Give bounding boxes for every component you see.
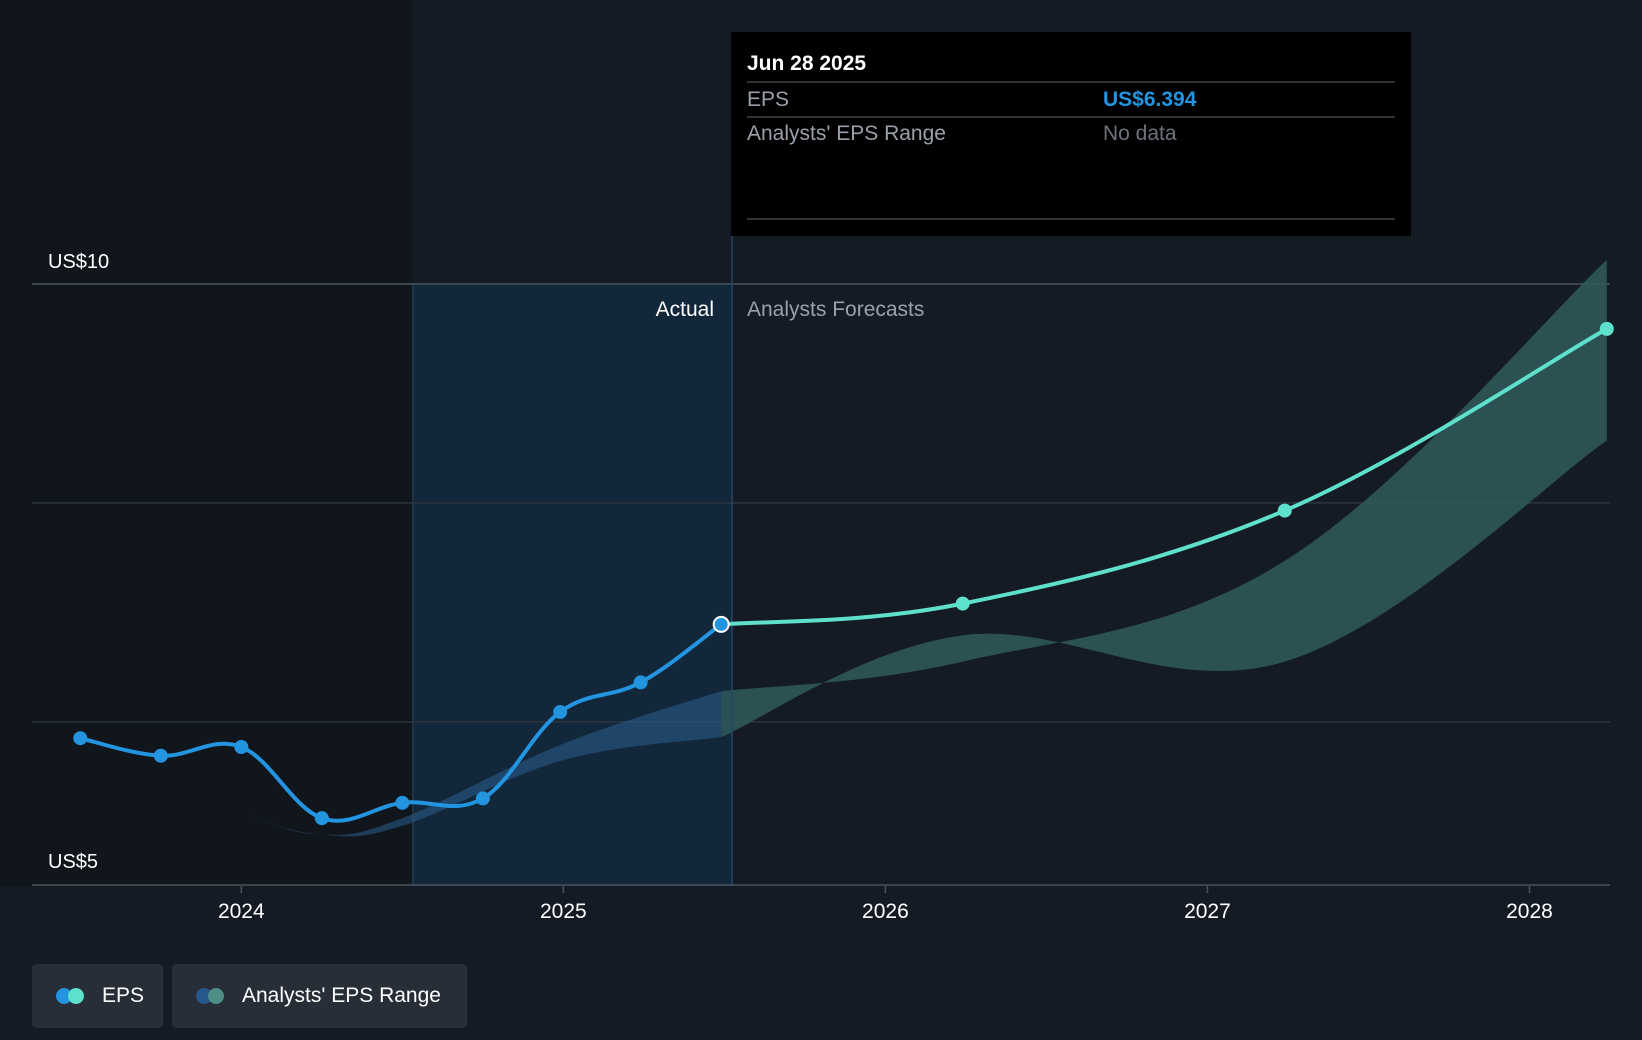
x-tick-label: 2025	[540, 900, 587, 923]
eps-point-actual[interactable]	[475, 791, 490, 806]
legend-analysts-range[interactable]: Analysts' EPS Range	[172, 964, 467, 1028]
actual-label: Actual	[656, 298, 714, 321]
eps-point-forecast[interactable]	[1599, 321, 1614, 336]
eps-point-current[interactable]	[712, 615, 730, 633]
tooltip-date: Jun 28 2025	[747, 52, 866, 75]
x-tick-label: 2027	[1184, 900, 1231, 923]
analysts-eps-range-band-forecast	[721, 259, 1607, 738]
eps-point-actual[interactable]	[395, 795, 410, 810]
y-label-bottom: US$5	[48, 851, 98, 873]
eps-point-actual[interactable]	[234, 739, 249, 754]
legend-range-label: Analysts' EPS Range	[242, 984, 441, 1007]
tooltip-eps-value: US$6.394	[1103, 88, 1197, 111]
eps-point-forecast[interactable]	[1277, 503, 1292, 518]
y-label-top: US$10	[48, 251, 109, 273]
x-tick-label: 2026	[862, 900, 909, 923]
eps-legend-icon	[56, 987, 92, 1005]
tooltip-box	[731, 32, 1411, 236]
eps-forecast-line	[719, 326, 1609, 627]
past-shade	[0, 0, 412, 886]
eps-point-actual[interactable]	[633, 675, 648, 690]
eps-point-actual[interactable]	[553, 704, 568, 719]
eps-point-actual[interactable]	[153, 748, 168, 763]
tooltip-range-value: No data	[1103, 122, 1177, 145]
eps-point-actual[interactable]	[73, 731, 88, 746]
eps-point-forecast[interactable]	[955, 596, 970, 611]
tooltip-range-label: Analysts' EPS Range	[747, 122, 946, 145]
x-tick-label: 2028	[1506, 900, 1553, 923]
eps-point-actual[interactable]	[314, 811, 329, 826]
range-legend-icon	[196, 987, 232, 1005]
actual-highlight-region	[412, 284, 732, 886]
tooltip-eps-label: EPS	[747, 88, 789, 111]
legend-eps[interactable]: EPS	[32, 964, 163, 1028]
x-tick-label: 2024	[218, 900, 265, 923]
forecast-label: Analysts Forecasts	[747, 298, 924, 321]
legend-eps-label: EPS	[102, 984, 145, 1007]
tooltip: Jun 28 2025 EPS US$6.394 Analysts' EPS R…	[731, 32, 1411, 236]
